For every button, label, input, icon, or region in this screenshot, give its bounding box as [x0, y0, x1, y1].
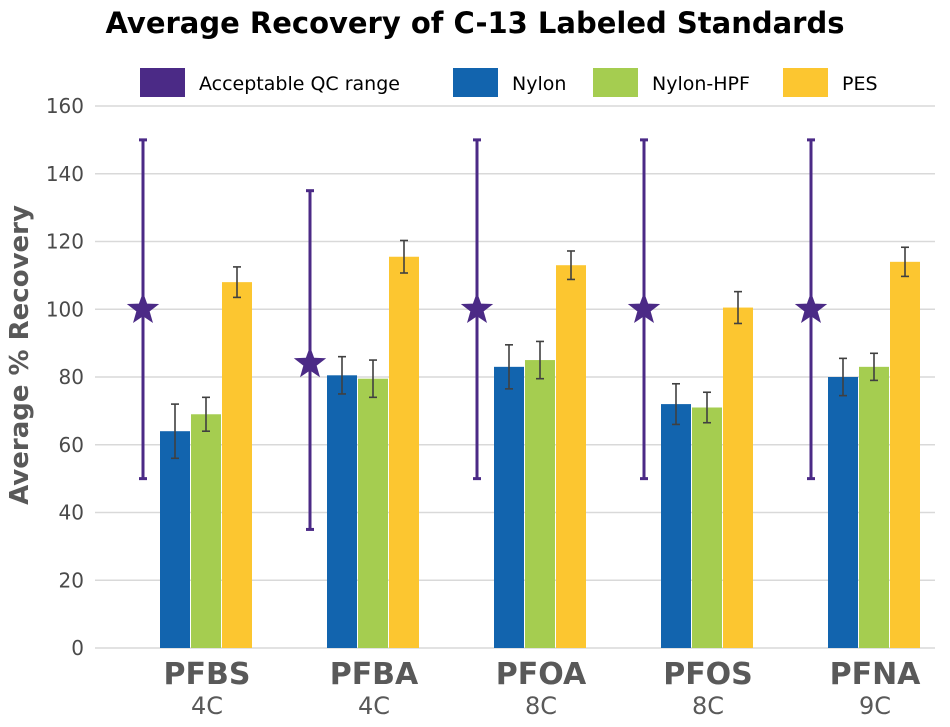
- x-category-sublabel: 8C: [692, 692, 724, 720]
- bar-pes-pfoa: [556, 265, 586, 648]
- y-tick-label: 20: [59, 568, 84, 592]
- chart-title: Average Recovery of C-13 Labeled Standar…: [106, 6, 845, 40]
- bar-pes-pfos: [723, 307, 753, 648]
- legend-item: PES: [783, 68, 878, 97]
- error-bar: [233, 266, 241, 299]
- legend: Acceptable QC range Nylon Nylon-HPF PES: [140, 68, 878, 97]
- error-bar: [338, 355, 346, 395]
- error-bar: [400, 239, 408, 274]
- bar-nylon-pfos: [661, 404, 691, 648]
- legend-label: Nylon-HPF: [652, 73, 750, 95]
- bar-nylon-pfna: [828, 377, 858, 648]
- x-category-sublabel: 8C: [525, 692, 557, 720]
- x-category-sublabel: 4C: [191, 692, 223, 720]
- x-category-label: PFNA: [830, 657, 922, 692]
- legend-label: Acceptable QC range: [199, 73, 400, 95]
- bar-nylon-hpf-pfbs: [191, 414, 221, 648]
- bar-nylon-hpf-pfoa: [525, 360, 555, 648]
- y-tick-label: 100: [46, 297, 84, 321]
- bar-nylon-hpf-pfna: [859, 366, 889, 648]
- qc-target-star: [126, 292, 160, 323]
- bar-nylon-pfoa: [494, 366, 524, 648]
- y-tick-label: 160: [46, 94, 84, 118]
- qc-range-pfba: [293, 189, 327, 531]
- bar-nylon-pfbs: [160, 431, 190, 648]
- legend-qc-swatch: [140, 68, 185, 97]
- y-tick-label: 60: [59, 433, 84, 457]
- error-bar: [202, 396, 210, 433]
- error-bar: [734, 290, 742, 325]
- x-category-sublabel: 4C: [358, 692, 390, 720]
- legend-swatch: [593, 68, 638, 97]
- error-bar: [171, 403, 179, 460]
- error-bar: [505, 344, 513, 390]
- error-bar: [536, 340, 544, 380]
- bar-nylon-hpf-pfos: [692, 407, 722, 648]
- error-bar: [369, 359, 377, 399]
- bar-nylon-pfba: [327, 375, 357, 648]
- x-category-label: PFOA: [496, 657, 587, 692]
- legend-label: Nylon: [512, 73, 566, 95]
- bars: [160, 239, 920, 648]
- qc-range-pfos: [627, 138, 661, 481]
- error-bar: [870, 352, 878, 382]
- x-category-sublabel: 9C: [859, 692, 891, 720]
- error-bar: [567, 250, 575, 281]
- error-bar: [839, 357, 847, 397]
- bar-pes-pfna: [890, 261, 920, 648]
- y-axis-label: Average % Recovery: [5, 205, 35, 505]
- qc-target-star: [293, 346, 327, 378]
- y-tick-label: 0: [71, 636, 84, 660]
- legend-item: Acceptable QC range: [140, 68, 400, 97]
- error-bar: [672, 382, 680, 426]
- legend-item: Nylon-HPF: [593, 68, 750, 97]
- qc-range-pfoa: [460, 138, 494, 481]
- bar-pes-pfbs: [222, 282, 252, 648]
- y-tick-label: 140: [46, 162, 84, 186]
- legend-swatch: [783, 68, 828, 97]
- error-bar: [901, 246, 909, 278]
- legend-item: Nylon: [453, 68, 566, 97]
- y-tick-label: 120: [46, 230, 84, 254]
- y-tick-label: 80: [59, 365, 84, 389]
- qc-ranges: [126, 138, 828, 531]
- qc-target-star: [627, 292, 661, 323]
- qc-target-star: [460, 292, 494, 323]
- y-tick-label: 40: [59, 501, 84, 525]
- x-category-label: PFBA: [330, 657, 419, 692]
- bar-pes-pfba: [389, 256, 419, 648]
- x-category-label: PFBS: [164, 657, 251, 692]
- legend-label: PES: [842, 73, 878, 95]
- y-axis: 0 20 40 60 80 100 120 140 160: [46, 94, 84, 660]
- qc-target-star: [794, 292, 828, 323]
- qc-range-pfbs: [126, 138, 160, 481]
- x-category-label: PFOS: [663, 657, 753, 692]
- qc-range-pfna: [794, 138, 828, 481]
- legend-swatch: [453, 68, 498, 97]
- bar-nylon-hpf-pfba: [358, 378, 388, 648]
- error-bar: [703, 391, 711, 424]
